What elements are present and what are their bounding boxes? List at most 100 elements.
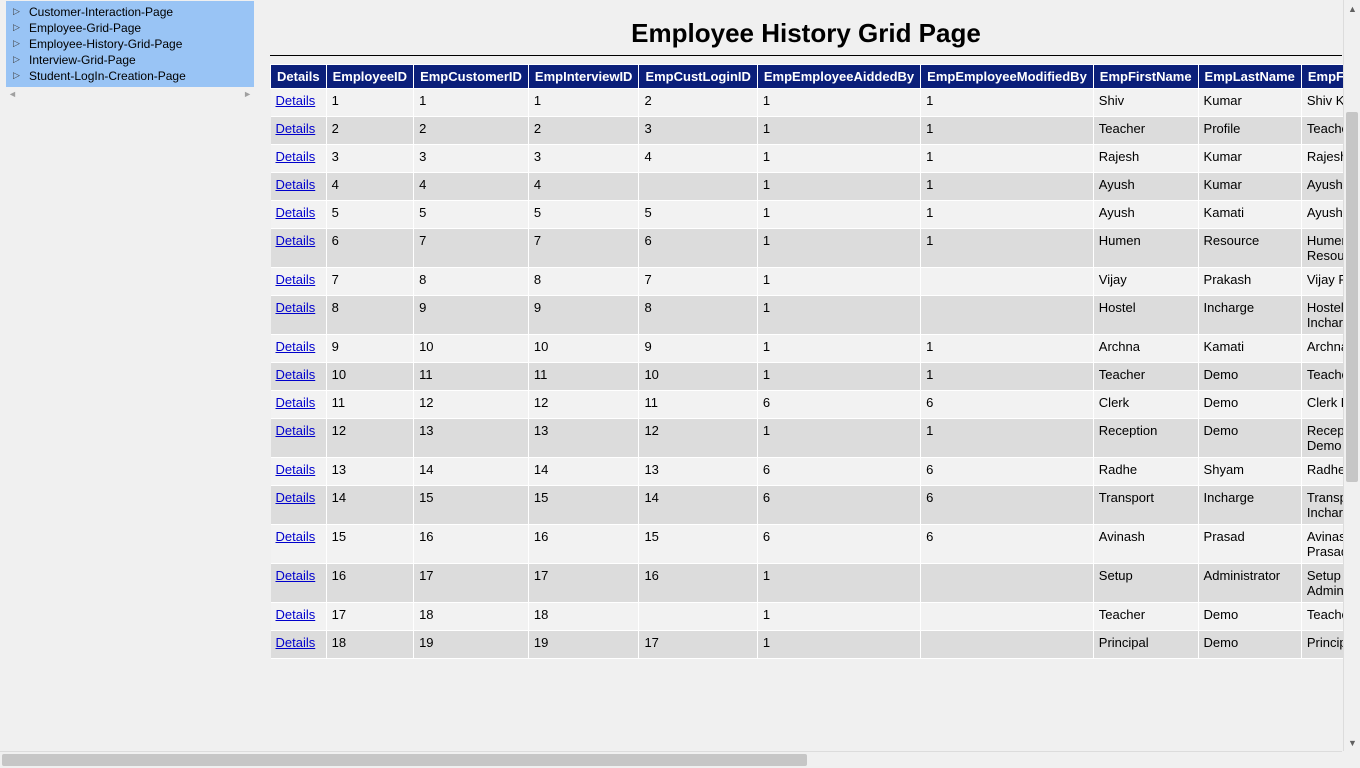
cell: 7 [639,268,757,296]
tree-expand-icon[interactable]: ▷ [13,7,23,17]
sidebar-item[interactable]: ▷Customer-Interaction-Page [7,4,253,20]
details-link[interactable]: Details [276,149,316,164]
main-content: Employee History Grid Page DetailsEmploy… [270,0,1342,750]
grid-column-header[interactable]: Details [271,65,327,89]
grid-column-header[interactable]: EmpCustLoginID [639,65,757,89]
scroll-thumb[interactable] [1346,112,1358,482]
details-link[interactable]: Details [276,395,316,410]
details-link[interactable]: Details [276,272,316,287]
cell: 1 [921,419,1094,458]
cell: 1 [921,201,1094,229]
cell: 1 [757,145,920,173]
table-row: Details677611HumenResourceHumen Resource [271,229,1360,268]
cell: Radhe [1093,458,1198,486]
cell: 9 [326,335,413,363]
cell: 9 [414,296,529,335]
grid-column-header[interactable]: EmpInterviewID [528,65,639,89]
details-link[interactable]: Details [276,423,316,438]
tree-expand-icon[interactable]: ▷ [13,55,23,65]
grid-column-header[interactable]: EmployeeID [326,65,413,89]
grid-column-header[interactable]: EmpCustomerID [414,65,529,89]
cell: 1 [757,89,920,117]
sidebar-item[interactable]: ▷Employee-Grid-Page [7,20,253,36]
cell: 1 [757,419,920,458]
scroll-down-icon[interactable]: ▼ [1344,734,1360,751]
cell: 8 [326,296,413,335]
details-link[interactable]: Details [276,367,316,382]
cell: 8 [414,268,529,296]
tree-expand-icon[interactable]: ▷ [13,23,23,33]
details-link[interactable]: Details [276,121,316,136]
scroll-track[interactable] [1344,17,1360,734]
cell: 4 [639,145,757,173]
details-link[interactable]: Details [276,205,316,220]
cell: Clerk [1093,391,1198,419]
cell: 11 [528,363,639,391]
cell: 15 [639,525,757,564]
grid-column-header[interactable]: EmpLastName [1198,65,1301,89]
cell: Rajesh [1093,145,1198,173]
cell: 5 [639,201,757,229]
table-row: Details1415151466TransportInchargeTransp… [271,486,1360,525]
cell: 10 [326,363,413,391]
sidebar-scroll[interactable]: ◄ ► [6,88,254,100]
cell: 8 [528,268,639,296]
cell: 7 [528,229,639,268]
details-link[interactable]: Details [276,462,316,477]
cell: 1 [757,173,920,201]
grid-column-header[interactable]: EmpFirstName [1093,65,1198,89]
cell: 6 [921,391,1094,419]
details-link[interactable]: Details [276,177,316,192]
hscroll-thumb[interactable] [2,754,807,766]
details-link[interactable]: Details [276,490,316,505]
vertical-scrollbar[interactable]: ▲ ▼ [1343,0,1360,751]
sidebar-item[interactable]: ▷Employee-History-Grid-Page [7,36,253,52]
cell: 13 [528,419,639,458]
page-title: Employee History Grid Page [270,18,1342,49]
details-link[interactable]: Details [276,607,316,622]
cell: 3 [414,145,529,173]
scroll-right-icon[interactable]: ► [243,89,252,99]
cell: 15 [414,486,529,525]
title-divider [270,55,1342,56]
cell: 5 [326,201,413,229]
tree-expand-icon[interactable]: ▷ [13,71,23,81]
grid-column-header[interactable]: EmpEmployeeAiddedBy [757,65,920,89]
cell: Shyam [1198,458,1301,486]
cell-details: Details [271,631,327,659]
cell: Avinash [1093,525,1198,564]
cell [921,631,1094,659]
details-link[interactable]: Details [276,339,316,354]
details-link[interactable]: Details [276,635,316,650]
details-link[interactable]: Details [276,300,316,315]
table-row: Details89981HostelInchargeHostel Incharg… [271,296,1360,335]
sidebar-item[interactable]: ▷Interview-Grid-Page [7,52,253,68]
scroll-left-icon[interactable]: ◄ [8,89,17,99]
cell-details: Details [271,391,327,419]
horizontal-scrollbar[interactable] [0,751,1342,768]
cell: 4 [326,173,413,201]
sidebar-item[interactable]: ▷Student-LogIn-Creation-Page [7,68,253,84]
cell-details: Details [271,458,327,486]
details-link[interactable]: Details [276,93,316,108]
cell-details: Details [271,229,327,268]
table-row: Details1112121166ClerkDemoClerk Demo [271,391,1360,419]
details-link[interactable]: Details [276,233,316,248]
cell-details: Details [271,603,327,631]
cell: 11 [639,391,757,419]
details-link[interactable]: Details [276,568,316,583]
grid-column-header[interactable]: EmpEmployeeModifiedBy [921,65,1094,89]
table-row: Details222311TeacherProfileTeacher Profi… [271,117,1360,145]
cell: 1 [757,268,920,296]
cell: 18 [326,631,413,659]
hscroll-track[interactable] [0,752,1342,768]
details-link[interactable]: Details [276,529,316,544]
scroll-up-icon[interactable]: ▲ [1344,0,1360,17]
cell: 3 [528,145,639,173]
cell: 15 [326,525,413,564]
cell: 9 [528,296,639,335]
cell: Ayush [1093,173,1198,201]
cell [639,173,757,201]
tree-expand-icon[interactable]: ▷ [13,39,23,49]
cell: Prakash [1198,268,1301,296]
